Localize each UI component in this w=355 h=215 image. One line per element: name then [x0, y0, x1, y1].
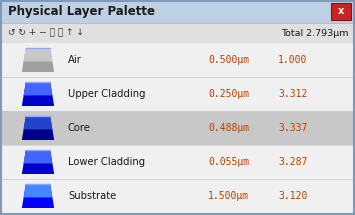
Text: Air: Air	[68, 55, 82, 65]
Bar	[2, 77, 353, 111]
Text: 1.000: 1.000	[278, 55, 307, 65]
Bar	[1, 23, 354, 43]
Bar	[2, 111, 353, 145]
Text: 3.120: 3.120	[278, 191, 307, 201]
Bar	[1, 43, 354, 213]
Text: Lower Cladding: Lower Cladding	[68, 157, 145, 167]
Polygon shape	[22, 48, 54, 72]
Text: 0.055μm: 0.055μm	[208, 157, 249, 167]
Polygon shape	[22, 116, 54, 140]
Polygon shape	[24, 48, 53, 61]
Text: Upper Cladding: Upper Cladding	[68, 89, 146, 99]
Bar	[2, 179, 353, 213]
Text: 1.500μm: 1.500μm	[208, 191, 249, 201]
Text: 3.287: 3.287	[278, 157, 307, 167]
Polygon shape	[24, 82, 53, 95]
Polygon shape	[24, 184, 53, 197]
Text: 0.250μm: 0.250μm	[208, 89, 249, 99]
Bar	[2, 43, 353, 77]
Polygon shape	[22, 184, 54, 208]
Polygon shape	[24, 116, 53, 129]
Text: Total 2.793μm: Total 2.793μm	[282, 29, 349, 37]
Text: 3.337: 3.337	[278, 123, 307, 133]
Polygon shape	[22, 150, 54, 174]
Text: x: x	[338, 6, 344, 17]
Polygon shape	[24, 150, 53, 163]
Bar	[331, 3, 351, 20]
Text: Core: Core	[68, 123, 91, 133]
Text: Physical Layer Palette: Physical Layer Palette	[8, 6, 155, 18]
Bar	[2, 145, 353, 179]
Text: 0.488μm: 0.488μm	[208, 123, 249, 133]
Text: 3.312: 3.312	[278, 89, 307, 99]
Text: 0.500μm: 0.500μm	[208, 55, 249, 65]
Text: Substrate: Substrate	[68, 191, 116, 201]
Polygon shape	[22, 82, 54, 106]
Text: ↺ ↻ + − ⎗ ⎕ ↑ ↓: ↺ ↻ + − ⎗ ⎕ ↑ ↓	[8, 29, 84, 37]
Bar	[1, 1, 354, 23]
